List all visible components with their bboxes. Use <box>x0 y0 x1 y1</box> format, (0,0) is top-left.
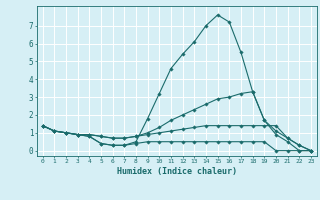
X-axis label: Humidex (Indice chaleur): Humidex (Indice chaleur) <box>117 167 237 176</box>
